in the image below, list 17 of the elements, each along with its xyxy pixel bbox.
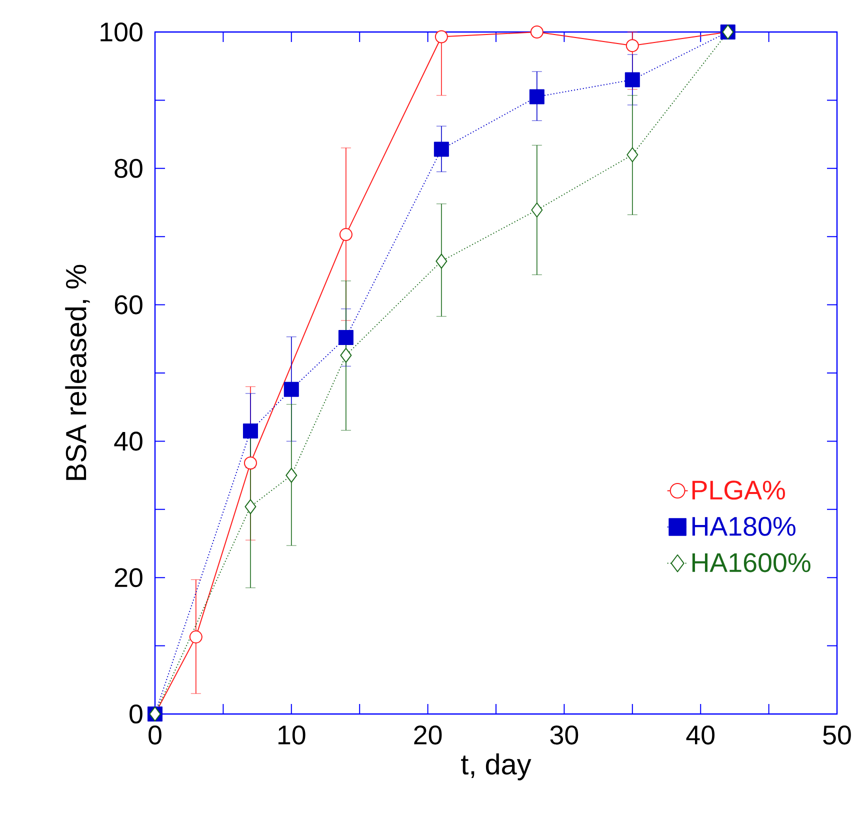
y-tick-label: 80 xyxy=(114,158,142,178)
x-tick-label: 40 xyxy=(686,726,715,745)
legend-label: HA1600% xyxy=(692,553,810,572)
y-tick-label: 40 xyxy=(114,432,142,451)
x-axis-title: t, day xyxy=(461,753,532,780)
x-tick-label: 10 xyxy=(278,726,306,745)
x-tick-label: 20 xyxy=(414,726,442,745)
y-axis-title: BSA released, % xyxy=(65,264,90,480)
y-tick-label: 20 xyxy=(114,568,142,588)
y-tick-label: 60 xyxy=(114,295,142,314)
x-tick-label: 30 xyxy=(550,726,578,745)
x-tick-label: 50 xyxy=(823,726,851,745)
x-tick-label: 0 xyxy=(148,726,162,745)
y-tick-label: 0 xyxy=(130,704,142,724)
y-tick-label: 100 xyxy=(100,22,142,42)
legend-label: HA180% xyxy=(692,516,796,536)
legend-label: PLGA% xyxy=(692,480,785,500)
